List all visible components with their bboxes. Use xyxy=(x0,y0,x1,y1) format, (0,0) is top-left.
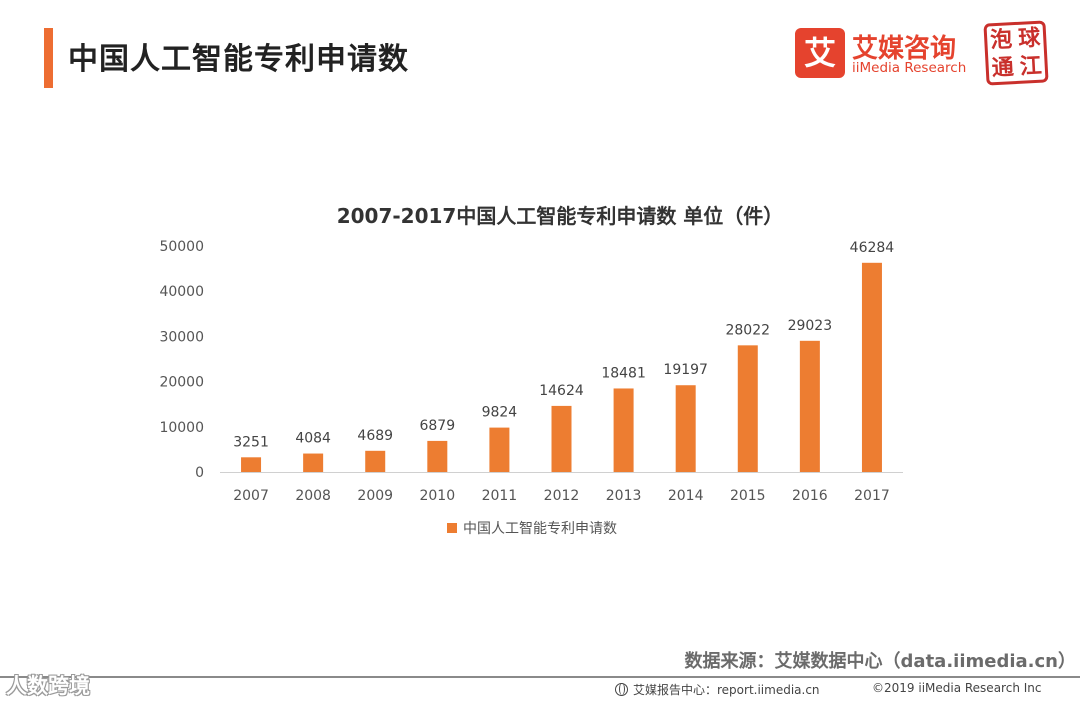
bar xyxy=(613,388,634,472)
data-label: 14624 xyxy=(539,383,584,399)
bar xyxy=(861,262,882,472)
x-tick-label: 2007 xyxy=(233,488,269,504)
data-label: 6879 xyxy=(419,418,455,434)
x-tick-label: 2008 xyxy=(295,488,331,504)
y-tick-label: 30000 xyxy=(159,329,204,345)
chart-legend[interactable]: 中国人工智能专利申请数 xyxy=(447,518,617,538)
bar xyxy=(303,453,324,472)
y-tick-label: 40000 xyxy=(159,284,204,300)
x-tick-label: 2011 xyxy=(482,488,518,504)
brand-name-cn: 艾媒咨询 xyxy=(852,34,957,64)
data-label: 3251 xyxy=(233,434,269,450)
y-tick-label: 20000 xyxy=(159,375,204,391)
brand-name-en: iiMedia Research xyxy=(852,60,967,76)
x-tick-label: 2016 xyxy=(792,488,828,504)
bar xyxy=(799,340,820,472)
bar-chart: 0 10000 20000 30000 40000 50000 3251 2007 4084 20… xyxy=(159,239,903,504)
x-tick-label: 2010 xyxy=(419,488,455,504)
x-tick-label: 2012 xyxy=(544,488,580,504)
data-label: 29023 xyxy=(788,318,833,334)
x-tick-label: 2015 xyxy=(730,488,766,504)
bar xyxy=(427,440,448,472)
x-tick-label: 2013 xyxy=(606,488,642,504)
data-label: 46284 xyxy=(850,240,895,256)
y-tick-label: 10000 xyxy=(159,420,204,436)
globe-icon xyxy=(615,683,628,696)
data-label: 28022 xyxy=(725,322,770,338)
watermark: 人数跨境 xyxy=(6,674,90,698)
bar xyxy=(551,405,572,472)
x-tick-label: 2017 xyxy=(854,488,890,504)
bar xyxy=(489,427,510,472)
bar xyxy=(737,345,758,472)
title-accent-bar xyxy=(44,28,53,88)
bar xyxy=(241,457,262,472)
brand-mark-icon: 艾 xyxy=(795,28,845,78)
x-tick-label: 2014 xyxy=(668,488,704,504)
x-tick-label: 2009 xyxy=(357,488,393,504)
data-label: 4689 xyxy=(357,428,393,444)
data-label: 4084 xyxy=(295,431,331,447)
brand-logo[interactable]: 艾 艾媒咨询 iiMedia Research xyxy=(795,28,970,80)
report-center-link[interactable]: 艾媒报告中心：report.iimedia.cn xyxy=(615,681,820,698)
chart-title: 2007-2017中国人工智能专利申请数 单位（件） xyxy=(336,204,784,228)
y-tick-label: 0 xyxy=(195,465,204,481)
footer-divider xyxy=(0,676,1080,678)
bar xyxy=(365,450,386,472)
bar xyxy=(675,385,696,472)
data-source: 数据来源：艾媒数据中心（data.iimedia.cn） xyxy=(684,651,1076,672)
y-tick-label: 50000 xyxy=(159,239,204,255)
data-label: 18481 xyxy=(601,365,646,381)
legend-swatch xyxy=(447,523,457,533)
data-label: 19197 xyxy=(663,362,708,378)
report-center-text: 艾媒报告中心：report.iimedia.cn xyxy=(633,683,820,697)
page-title: 中国人工智能专利申请数 xyxy=(68,42,409,77)
copyright: ©2019 iiMedia Research Inc xyxy=(872,681,1042,695)
data-label: 9824 xyxy=(482,405,518,421)
legend-label: 中国人工智能专利申请数 xyxy=(463,521,617,537)
